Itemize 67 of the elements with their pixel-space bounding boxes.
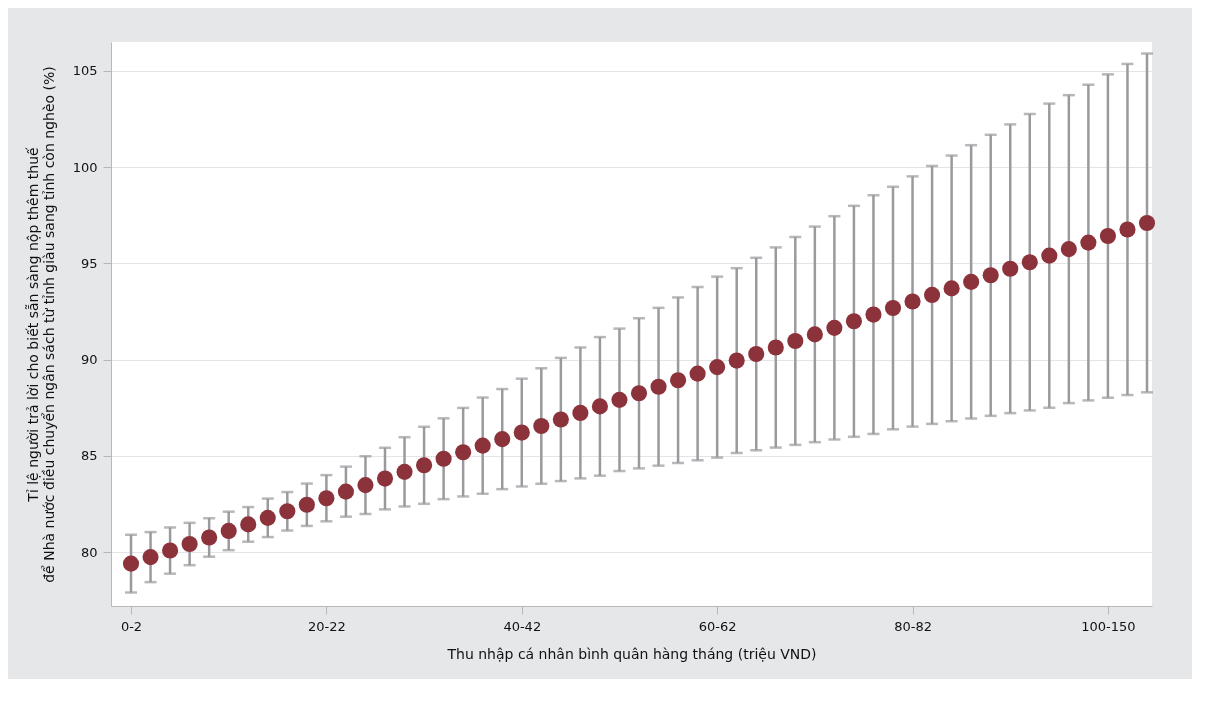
point	[826, 319, 843, 336]
point	[1099, 227, 1116, 245]
point	[376, 470, 394, 487]
point	[474, 437, 491, 454]
point	[963, 273, 980, 290]
x-axis-title: Thu nhập cá nhân bình quân hàng tháng (triệu VND)	[446, 645, 817, 662]
point	[337, 483, 354, 500]
point	[728, 352, 745, 369]
point	[122, 555, 140, 572]
y-tick-label: 90	[80, 352, 98, 368]
point	[1119, 221, 1136, 238]
point	[181, 535, 198, 553]
point	[709, 359, 726, 376]
y-axis-title: Tỉ lệ người trả lời cho biết sẵn sàng nộp thêm thuế để Nhà nước điều chuyển ngân sách từ tỉnh giàu sang tỉnh còn nghèo (%)	[24, 66, 57, 583]
point	[904, 293, 921, 310]
point	[435, 450, 452, 467]
point	[572, 404, 589, 421]
point	[298, 496, 315, 513]
point	[416, 457, 433, 474]
point	[142, 549, 159, 566]
x-tick-label: 100-150	[1081, 618, 1136, 634]
point	[1002, 260, 1019, 277]
point	[552, 411, 569, 428]
point	[318, 490, 335, 507]
point	[650, 378, 667, 395]
point	[1080, 234, 1097, 251]
point	[494, 431, 511, 448]
point	[924, 286, 941, 303]
point	[1138, 214, 1156, 231]
point	[279, 503, 296, 520]
point	[689, 365, 706, 382]
point	[240, 516, 257, 533]
point	[396, 463, 413, 480]
y-tick-label: 85	[80, 448, 98, 464]
x-tick-label: 40-42	[503, 618, 542, 634]
y-tick-label: 95	[80, 255, 98, 271]
x-tick-label: 80-82	[894, 618, 932, 634]
point	[533, 417, 550, 435]
point	[201, 529, 218, 546]
point	[845, 313, 862, 330]
point	[865, 306, 882, 323]
point	[943, 280, 960, 297]
point	[884, 299, 902, 317]
point	[1021, 254, 1038, 271]
point	[787, 332, 804, 349]
point	[259, 509, 276, 526]
x-tick-label: 0-2	[120, 618, 143, 634]
point	[455, 444, 472, 461]
y-tick-label: 80	[80, 544, 98, 560]
point	[806, 326, 823, 343]
point	[767, 339, 784, 356]
point	[513, 424, 530, 441]
point	[357, 477, 374, 494]
x-tick-label: 60-62	[698, 618, 737, 634]
point	[220, 522, 237, 539]
point	[611, 391, 628, 408]
point	[1060, 241, 1077, 258]
y-tick-label: 100	[72, 159, 98, 175]
point	[982, 267, 999, 284]
point	[748, 345, 765, 363]
point	[630, 385, 648, 402]
point	[591, 398, 608, 415]
x-tick-label: 20-22	[308, 618, 346, 634]
point	[1041, 247, 1058, 264]
point	[670, 372, 687, 389]
y-tick-label: 105	[72, 63, 98, 79]
point	[162, 542, 179, 559]
